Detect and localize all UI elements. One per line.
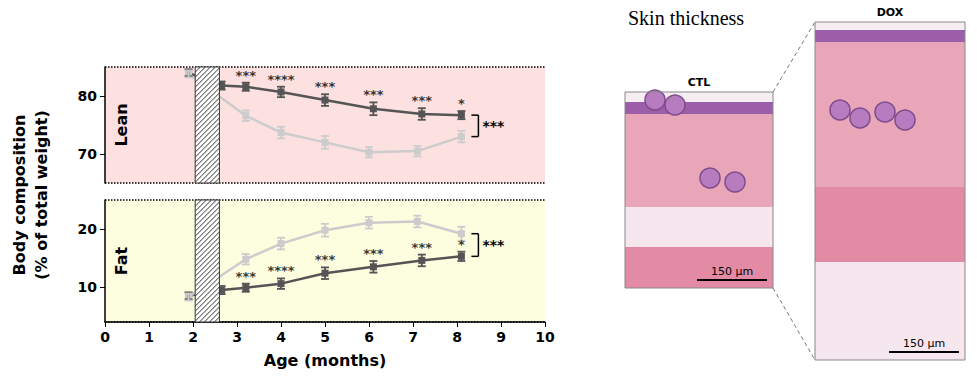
svg-text:*: * xyxy=(458,237,465,252)
svg-text:3: 3 xyxy=(232,329,242,345)
svg-text:80: 80 xyxy=(78,88,98,104)
svg-text:***: *** xyxy=(482,118,505,134)
svg-text:****: **** xyxy=(267,263,294,278)
svg-text:***: *** xyxy=(363,87,384,102)
svg-text:0: 0 xyxy=(100,329,110,345)
svg-text:7: 7 xyxy=(408,329,418,345)
svg-text:Fat: Fat xyxy=(112,246,131,275)
svg-text:70: 70 xyxy=(78,146,98,162)
svg-text:4: 4 xyxy=(276,329,286,345)
svg-text:1: 1 xyxy=(144,329,154,345)
svg-text:8: 8 xyxy=(452,329,462,345)
svg-text:9: 9 xyxy=(496,329,506,345)
svg-text:(% of total weight): (% of total weight) xyxy=(32,110,51,280)
svg-text:CTL: CTL xyxy=(688,76,711,89)
svg-text:***: *** xyxy=(315,79,336,94)
svg-text:150 µm: 150 µm xyxy=(903,337,945,350)
svg-text:***: *** xyxy=(236,269,257,284)
svg-text:***: *** xyxy=(412,93,433,108)
svg-text:***: *** xyxy=(412,240,433,255)
svg-text:10: 10 xyxy=(78,279,98,295)
svg-text:***: *** xyxy=(315,252,336,267)
svg-text:***: *** xyxy=(482,237,505,253)
svg-text:Lean: Lean xyxy=(112,103,131,146)
svg-text:6: 6 xyxy=(364,329,374,345)
svg-text:10: 10 xyxy=(535,329,555,345)
svg-text:****: **** xyxy=(267,72,294,87)
svg-text:***: *** xyxy=(363,246,384,261)
svg-text:Body composition: Body composition xyxy=(10,115,29,276)
svg-text:Skin thickness: Skin thickness xyxy=(628,7,744,29)
svg-text:Age (months): Age (months) xyxy=(264,351,387,370)
svg-text:150 µm: 150 µm xyxy=(711,265,753,278)
svg-text:DOX: DOX xyxy=(877,6,904,19)
svg-text:*: * xyxy=(458,96,465,111)
svg-text:5: 5 xyxy=(320,329,330,345)
svg-text:2: 2 xyxy=(188,329,198,345)
svg-text:***: *** xyxy=(236,68,257,83)
svg-text:20: 20 xyxy=(78,221,98,237)
